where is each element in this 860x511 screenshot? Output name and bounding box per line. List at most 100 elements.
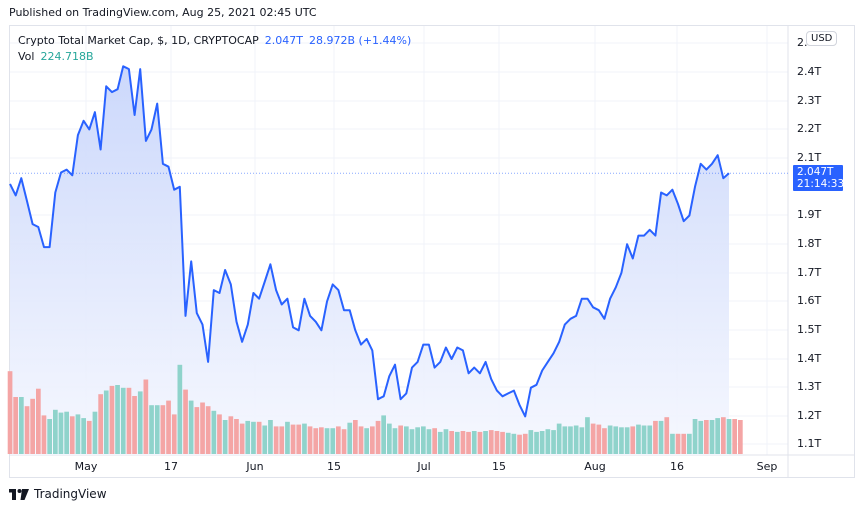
price-area-fill xyxy=(10,66,729,456)
volume-bar xyxy=(58,412,64,454)
volume-bar xyxy=(658,420,664,454)
time-axis-label: 15 xyxy=(492,460,506,473)
volume-bar xyxy=(664,417,670,454)
volume-bar xyxy=(171,414,177,454)
brand-name: TradingView xyxy=(34,487,107,501)
price-axis-label: 1.3T xyxy=(797,380,822,393)
volume-bar xyxy=(120,387,126,454)
volume-bar xyxy=(217,414,222,454)
volume-bar xyxy=(687,433,692,454)
volume-bar xyxy=(98,394,103,454)
volume-bar xyxy=(239,423,245,454)
volume-value: 224.718B xyxy=(40,50,94,63)
volume-bar xyxy=(392,428,398,454)
volume-bar xyxy=(460,431,466,454)
volume-bar xyxy=(103,390,109,454)
volume-bar xyxy=(324,428,330,454)
volume-bar xyxy=(641,425,647,454)
volume-bar xyxy=(200,402,205,454)
volume-bar xyxy=(154,405,160,454)
volume-bar xyxy=(19,397,24,454)
volume-bar xyxy=(590,423,596,454)
volume-bar xyxy=(143,379,149,454)
volume-bar xyxy=(715,418,720,454)
price-axis-label: 1.4T xyxy=(797,352,822,365)
price-axis-label: 2.4T xyxy=(797,65,822,78)
currency-button[interactable]: USD xyxy=(806,31,838,46)
volume-bar xyxy=(483,431,488,454)
volume-bar xyxy=(166,400,171,454)
volume-bar xyxy=(273,426,279,454)
volume-bar xyxy=(24,406,30,454)
volume-bar xyxy=(245,420,251,454)
change-value: 28.972B (+1.44%) xyxy=(309,34,412,47)
volume-bar xyxy=(307,426,313,454)
volume-bar xyxy=(432,428,437,454)
volume-bar xyxy=(256,421,262,454)
time-axis-label: Jun xyxy=(246,460,264,473)
volume-bar xyxy=(732,419,737,454)
volume-bar xyxy=(534,431,539,454)
volume-bar xyxy=(437,431,443,454)
last-value: 2.047T xyxy=(264,34,303,47)
volume-bar xyxy=(13,397,18,454)
volume-bar xyxy=(234,419,239,454)
volume-bar xyxy=(262,425,268,454)
volume-bar xyxy=(421,426,426,454)
volume-bar xyxy=(404,426,409,454)
symbol-label[interactable]: Crypto Total Market Cap, $, 1D, CRYPTOCA… xyxy=(18,34,259,47)
legend-row-volume: Vol 224.718B xyxy=(18,49,411,65)
volume-bar xyxy=(381,415,386,454)
volume-bar xyxy=(398,425,403,454)
volume-bar xyxy=(296,424,302,454)
price-axis-label: 2.1T xyxy=(797,151,822,164)
volume-bar xyxy=(505,432,511,454)
volume-bar xyxy=(681,433,687,454)
volume-bar xyxy=(160,405,166,454)
volume-bar xyxy=(698,420,704,454)
volume-bar xyxy=(726,419,732,454)
volume-bar xyxy=(86,420,92,454)
volume-bar xyxy=(517,434,522,454)
volume-bar xyxy=(426,429,432,454)
price-axis-label: 1.2T xyxy=(797,409,822,422)
bar-countdown: 21:14:33 xyxy=(797,178,845,190)
volume-bar xyxy=(75,414,81,454)
tradingview-brand[interactable]: TradingView xyxy=(9,487,107,501)
volume-bar xyxy=(607,425,613,454)
volume-bar xyxy=(69,416,75,454)
volume-bar xyxy=(370,426,375,454)
volume-bar xyxy=(126,387,132,454)
volume-bar xyxy=(619,427,624,454)
volume-bar xyxy=(477,431,483,454)
volume-bar xyxy=(194,407,200,454)
volume-bar xyxy=(358,426,364,454)
volume-bar xyxy=(500,431,505,454)
volume-bar xyxy=(115,385,120,454)
volume-bar xyxy=(613,426,619,454)
volume-bar xyxy=(454,431,460,454)
volume-label[interactable]: Vol xyxy=(18,50,35,63)
volume-bar xyxy=(81,418,86,454)
volume-bar xyxy=(92,411,98,454)
volume-bar xyxy=(375,420,381,454)
volume-bar xyxy=(64,411,69,454)
volume-bar xyxy=(341,429,347,454)
volume-bar xyxy=(211,410,217,454)
volume-bar xyxy=(409,429,415,454)
price-axis-label: 1.8T xyxy=(797,237,822,250)
volume-bar xyxy=(443,429,449,454)
chart-legend: Crypto Total Market Cap, $, 1D, CRYPTOCA… xyxy=(18,33,411,65)
volume-bar xyxy=(183,389,188,454)
volume-bar xyxy=(624,427,630,454)
volume-bar xyxy=(336,426,341,454)
volume-bar xyxy=(222,420,228,454)
time-axis-label: May xyxy=(74,460,98,473)
volume-bar xyxy=(330,428,336,454)
price-axis-label: 1.6T xyxy=(797,294,822,307)
price-axis-label: 1.9T xyxy=(797,208,822,221)
volume-bar xyxy=(149,405,154,454)
volume-bar xyxy=(137,391,143,454)
time-axis-label: Jul xyxy=(417,460,431,473)
